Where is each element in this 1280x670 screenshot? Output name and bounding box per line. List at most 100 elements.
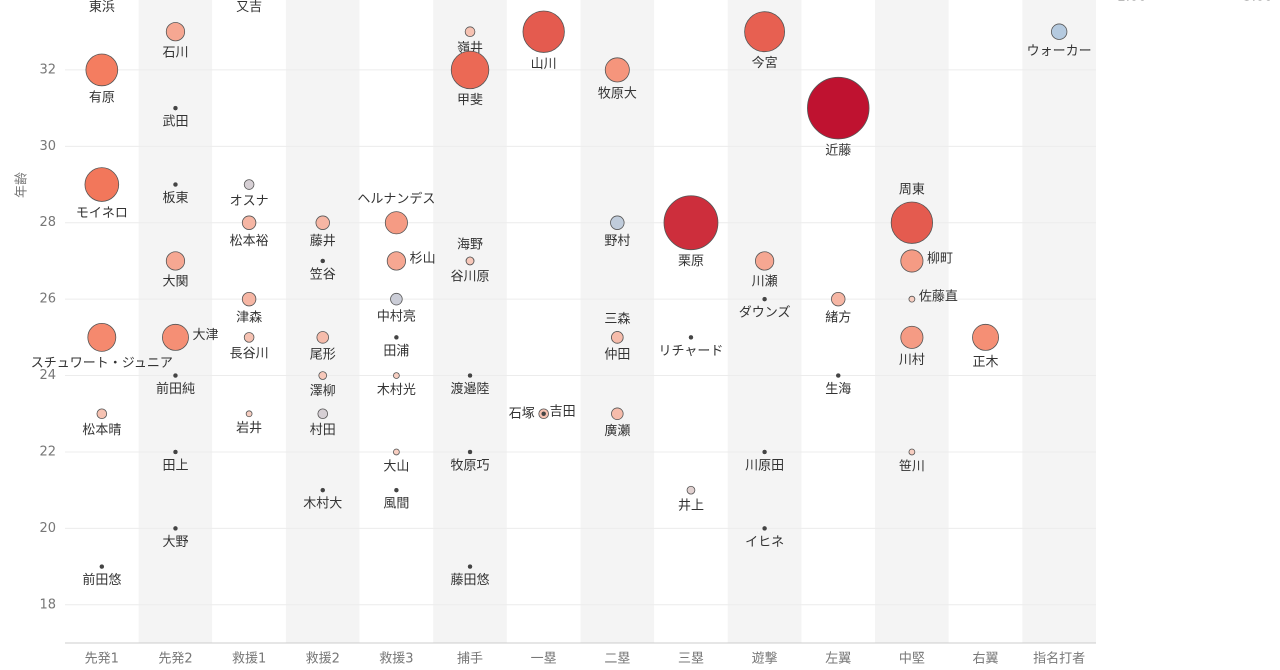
bubble — [173, 526, 178, 531]
bubble-label: 藤井 — [310, 234, 336, 249]
bubble-label: 田浦 — [383, 344, 409, 359]
bubble-label: 正木 — [973, 355, 999, 370]
bubble-label: 大野 — [162, 535, 188, 550]
bubble-label: 近藤 — [825, 143, 851, 158]
bubble — [393, 372, 400, 379]
bubble — [393, 448, 400, 456]
bubble-label: 石塚 — [509, 406, 535, 421]
bubble-label: 石川 — [162, 45, 188, 60]
bubble-label: 佐藤直 — [919, 290, 958, 305]
bubble-label: 澤柳 — [310, 384, 336, 399]
bubble-label: オスナ — [230, 194, 269, 209]
bubble — [900, 325, 924, 349]
bubble-label: 川原田 — [745, 458, 784, 473]
bubble — [162, 323, 189, 351]
bubble-label: 栗原 — [678, 254, 704, 269]
x-tick-label: 中堅 — [899, 652, 925, 667]
bubble — [1051, 23, 1068, 40]
bubble-label: 津森 — [236, 310, 262, 325]
bubble-label: 柳町 — [927, 251, 953, 266]
column-band — [1022, 0, 1096, 643]
bubble-label: 長谷川 — [230, 347, 269, 362]
y-tick-label: 28 — [39, 215, 56, 230]
bubble-label: 渡邉陸 — [451, 381, 490, 397]
bubble-label: 緒方 — [825, 309, 851, 325]
bubble — [900, 249, 924, 273]
x-tick-label: 三塁 — [678, 652, 704, 667]
bubble-label: 廣瀬 — [604, 424, 630, 439]
bubble — [320, 258, 325, 264]
size-legend-label: 2.00 — [1118, 0, 1147, 5]
bubble-label: 今宮 — [752, 55, 778, 71]
bubble-label: 谷川原 — [451, 269, 490, 284]
column-band — [359, 0, 434, 643]
x-tick-label: 救援1 — [232, 651, 266, 667]
bubble — [972, 323, 999, 351]
x-tick-label: 遊撃 — [752, 651, 778, 667]
bubble-label: リチャード — [659, 344, 724, 359]
bubble-label: 武田 — [162, 115, 188, 130]
bubble — [744, 11, 786, 53]
bubble-label: 前田純 — [156, 381, 195, 397]
bubble — [394, 335, 399, 340]
bubble-label: イヒネ — [745, 535, 784, 550]
x-tick-label: 右翼 — [973, 652, 999, 667]
bubble-label: 川瀬 — [752, 275, 778, 290]
column-band — [875, 0, 949, 643]
bubble-label: 大津 — [193, 328, 219, 343]
bubble — [688, 335, 694, 340]
bubble-label: 笠谷 — [310, 267, 336, 282]
bubble — [99, 564, 105, 569]
bubble — [173, 449, 178, 455]
bubble — [165, 251, 186, 271]
bubble — [831, 291, 846, 307]
bubble — [241, 215, 257, 230]
bubble — [85, 53, 119, 87]
column-band — [948, 0, 1023, 643]
x-tick-label: 捕手 — [457, 651, 483, 667]
bubble-label: 又吉 — [236, 0, 262, 15]
bubble-label: 松本裕 — [230, 234, 269, 249]
bubble-label: 甲斐 — [457, 93, 483, 108]
column-band — [65, 0, 139, 643]
x-tick-label: 二塁 — [604, 652, 630, 667]
column-band — [654, 0, 728, 643]
bubble — [908, 448, 916, 456]
bubble — [467, 564, 473, 569]
y-tick-label: 32 — [39, 62, 56, 77]
bubble — [807, 76, 870, 140]
bubble — [450, 50, 490, 90]
bubble-label: 東浜 — [89, 0, 115, 15]
bubble-label: 井上 — [678, 499, 704, 514]
bubble — [384, 211, 408, 235]
bubble — [317, 408, 329, 420]
y-tick-label: 26 — [39, 292, 56, 307]
bubble — [611, 331, 624, 344]
bubble — [465, 256, 475, 266]
bubble-label: 前田悠 — [82, 572, 121, 588]
bubble-label: 藤田悠 — [451, 573, 490, 588]
bubble-label: 松本晴 — [82, 423, 121, 438]
bubble — [390, 292, 403, 306]
bubble — [467, 449, 473, 455]
x-tick-label: 救援3 — [379, 651, 413, 667]
y-tick-label: 18 — [39, 597, 56, 612]
y-axis-label: 年齢 — [15, 172, 30, 198]
x-tick-label: 指名打者 — [1033, 651, 1085, 667]
y-tick-label: 30 — [39, 139, 56, 154]
column-band — [580, 0, 655, 643]
bubble — [243, 179, 255, 190]
bubble — [386, 251, 406, 271]
bubble-label: モイネロ — [76, 206, 128, 221]
y-tick-label: 24 — [39, 368, 56, 383]
bubble — [836, 373, 841, 378]
bubble — [610, 215, 625, 230]
bubble — [87, 322, 117, 352]
bubble — [890, 201, 934, 244]
bubble-label: 牧原巧 — [451, 458, 490, 473]
bubble-label: 風間 — [383, 497, 409, 512]
bubble — [165, 22, 186, 42]
bubble-label: 野村 — [604, 234, 630, 249]
bubble-label: 生海 — [825, 382, 851, 397]
bubble-label: 杉山 — [410, 251, 436, 266]
